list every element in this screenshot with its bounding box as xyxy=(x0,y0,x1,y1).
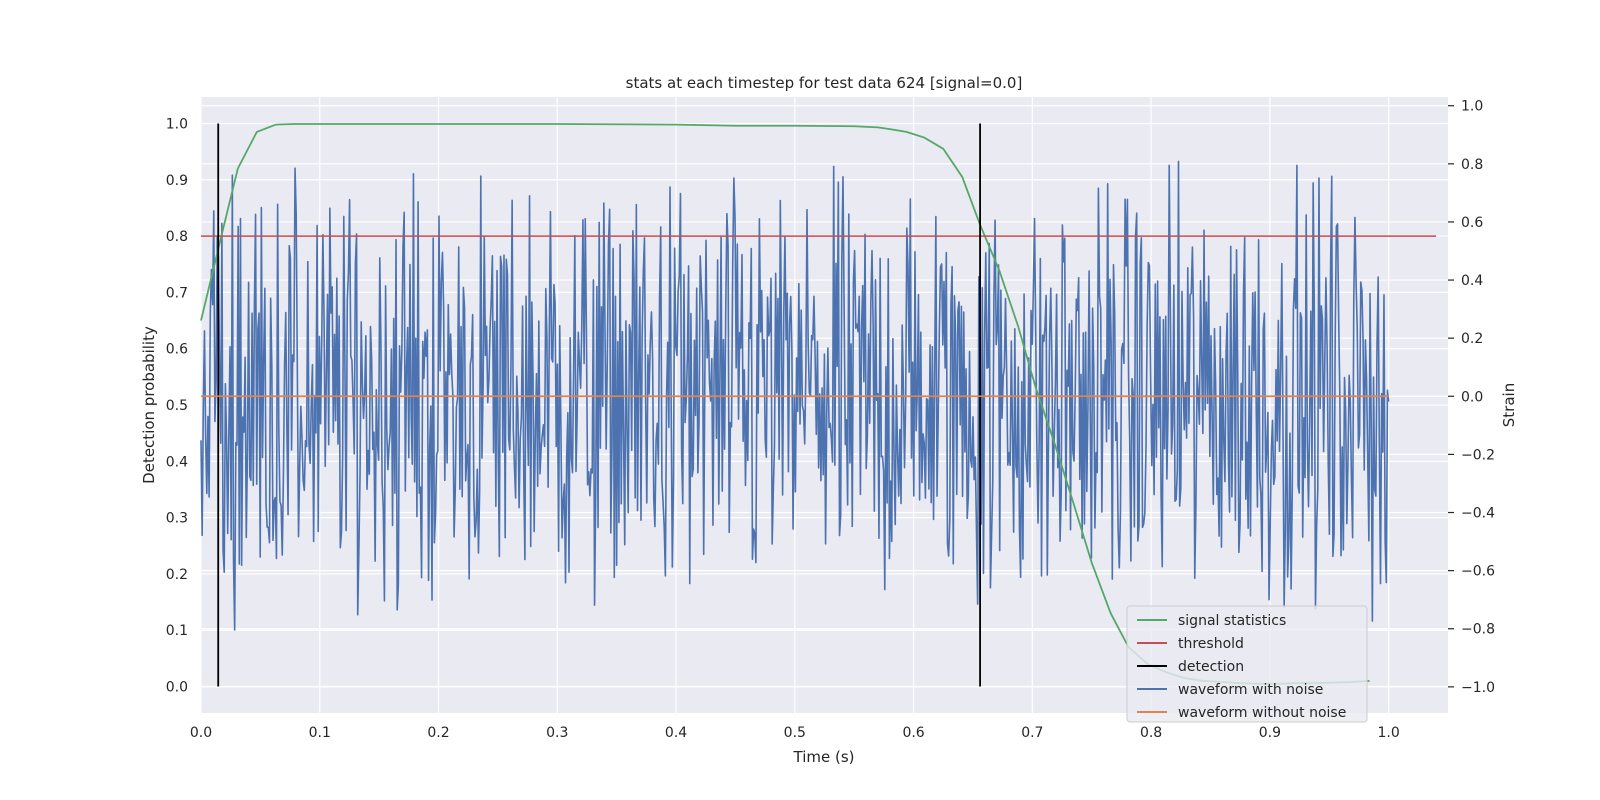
legend: signal statistics threshold detection wavef… xyxy=(1126,605,1368,723)
x-tick-label: 0.2 xyxy=(427,725,449,741)
y2-tick-label: −0.2 xyxy=(1461,447,1495,463)
y2-tick-label: −0.4 xyxy=(1461,506,1495,522)
x-tick-label: 0.9 xyxy=(1259,725,1281,741)
legend-label: waveform with noise xyxy=(1178,682,1323,698)
x-tick-label: 0.5 xyxy=(784,725,806,741)
y2-tick-label: 0.6 xyxy=(1461,215,1483,231)
legend-label: threshold xyxy=(1178,636,1244,652)
y2-tick-label: 0.8 xyxy=(1461,157,1483,173)
y2-axis-ticks: −1.0 −0.8 −0.6 −0.4 −0.2 0.0 0.2 0.4 0.6 0.8 1.0 xyxy=(1448,99,1495,696)
x-tick-label: 0.7 xyxy=(1021,725,1043,741)
y-axis-ticks: 0.0 0.1 0.2 0.3 0.4 0.5 0.6 0.7 0.8 0.9 1.0 xyxy=(166,116,188,695)
y-axis-label: Detection probability xyxy=(140,326,158,484)
x-tick-label: 1.0 xyxy=(1377,725,1399,741)
x-tick-label: 0.3 xyxy=(546,725,568,741)
y2-tick-label: −0.8 xyxy=(1461,622,1495,638)
y2-axis-label: Strain xyxy=(1500,383,1518,427)
y-tick-label: 0.6 xyxy=(166,342,188,358)
legend-label: detection xyxy=(1178,659,1244,675)
y-tick-label: 0.1 xyxy=(166,623,188,639)
x-tick-label: 0.0 xyxy=(190,725,212,741)
legend-box xyxy=(1126,605,1368,723)
x-axis-ticks: 0.0 0.1 0.2 0.3 0.4 0.5 0.6 0.7 0.8 0.9 1.0 xyxy=(190,725,1400,741)
legend-label: waveform without noise xyxy=(1178,705,1346,721)
y2-tick-label: 0.4 xyxy=(1461,273,1483,289)
y2-tick-label: −0.6 xyxy=(1461,564,1495,580)
y-tick-label: 0.5 xyxy=(166,398,188,414)
x-tick-label: 0.4 xyxy=(665,725,687,741)
y-tick-label: 0.9 xyxy=(166,173,188,189)
y-tick-label: 0.3 xyxy=(166,511,188,527)
x-tick-label: 0.6 xyxy=(902,725,924,741)
y-tick-label: 1.0 xyxy=(166,116,188,132)
y2-tick-label: 0.2 xyxy=(1461,331,1483,347)
y2-tick-label: 1.0 xyxy=(1461,99,1483,115)
legend-label: signal statistics xyxy=(1178,613,1286,629)
y-tick-label: 0.8 xyxy=(166,229,188,245)
y-tick-label: 0.4 xyxy=(166,454,188,470)
x-tick-label: 0.1 xyxy=(309,725,331,741)
y2-tick-label: 0.0 xyxy=(1461,389,1483,405)
x-axis-label: Time (s) xyxy=(793,748,855,766)
series-waveform-with-noise xyxy=(200,160,1390,631)
chart-title: stats at each timestep for test data 624… xyxy=(626,74,1023,92)
y-tick-label: 0.0 xyxy=(166,680,188,696)
y-tick-label: 0.2 xyxy=(166,567,188,583)
y2-tick-label: −1.0 xyxy=(1461,680,1495,696)
x-tick-label: 0.8 xyxy=(1140,725,1162,741)
y-tick-label: 0.7 xyxy=(166,285,188,301)
